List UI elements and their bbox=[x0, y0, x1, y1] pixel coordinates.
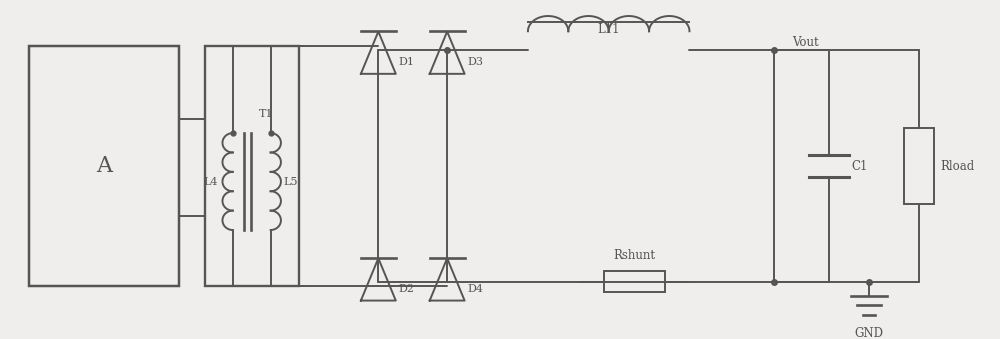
Text: D4: D4 bbox=[467, 284, 483, 294]
Bar bbox=[604, 272, 665, 292]
Text: Rload: Rload bbox=[941, 160, 975, 173]
Bar bbox=[904, 128, 934, 204]
Text: Vout: Vout bbox=[792, 36, 819, 49]
Text: L11: L11 bbox=[597, 23, 620, 36]
Text: D1: D1 bbox=[398, 57, 414, 67]
Text: T1: T1 bbox=[258, 109, 273, 119]
Text: D3: D3 bbox=[467, 57, 483, 67]
Text: L5: L5 bbox=[283, 177, 298, 186]
Text: A: A bbox=[96, 155, 112, 177]
Text: C1: C1 bbox=[851, 160, 867, 173]
Text: GND: GND bbox=[854, 327, 883, 339]
Bar bbox=[205, 46, 299, 286]
Bar bbox=[29, 46, 179, 286]
Text: D2: D2 bbox=[398, 284, 414, 294]
Text: L4: L4 bbox=[204, 177, 218, 186]
Text: Rshunt: Rshunt bbox=[614, 249, 656, 262]
